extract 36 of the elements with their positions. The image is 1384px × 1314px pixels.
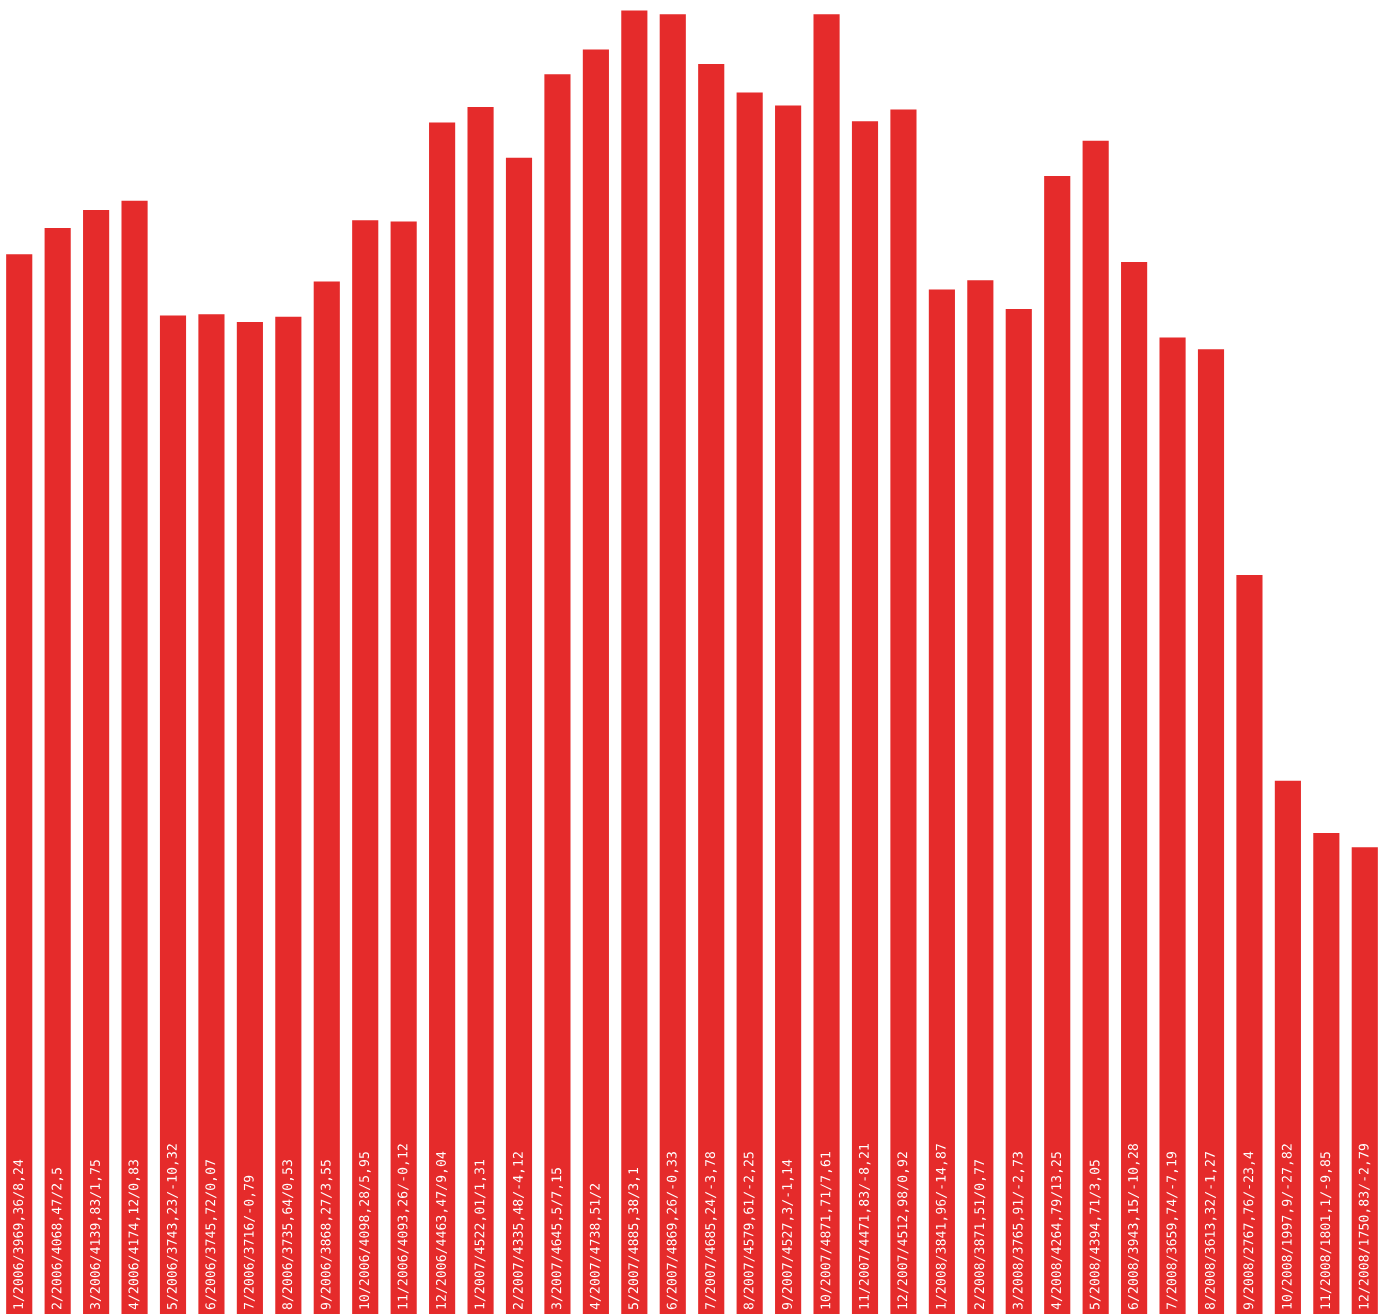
x-tick-label: 2/2006/4068,47/2,5 bbox=[51, 1168, 64, 1310]
x-tick-label: 6/2006/3745,72/0,07 bbox=[205, 1160, 217, 1310]
x-tick-label: 12/2007/4512,98/0,92 bbox=[897, 1152, 909, 1309]
x-tick-label: 10/2008/1997,9/-27,82 bbox=[1281, 1144, 1294, 1309]
x-tick-label: 5/2007/4885,38/3,1 bbox=[628, 1167, 640, 1310]
x-tick-label: 8/2006/3735,64/0,53 bbox=[282, 1160, 294, 1310]
x-tick-label: 6/2008/3943,15/-10,28 bbox=[1127, 1144, 1140, 1310]
x-tick-label: 5/2006/3743,23/-10,32 bbox=[166, 1144, 179, 1310]
x-tick-label: 10/2006/4098,28/5,95 bbox=[359, 1152, 371, 1309]
x-tick-label: 1/2007/4522,01/1,31 bbox=[474, 1159, 487, 1309]
x-tick-label: 8/2008/3613,32/-1,27 bbox=[1204, 1152, 1217, 1310]
x-tick-label: 1/2008/3841,96/-14,87 bbox=[935, 1144, 948, 1309]
x-tick-label: 8/2007/4579,61/-2,25 bbox=[743, 1152, 756, 1310]
x-tick-label: 7/2008/3659,74/-7,19 bbox=[1166, 1152, 1179, 1310]
x-tick-label: 11/2006/4093,26/-0,12 bbox=[397, 1144, 410, 1309]
x-tick-label: 4/2008/4264,79/13,25 bbox=[1051, 1152, 1063, 1310]
x-tick-label: 9/2006/3868,27/3,55 bbox=[320, 1160, 333, 1310]
x-tick-label: 3/2008/3765,91/-2,73 bbox=[1012, 1152, 1025, 1310]
x-tick-label: 11/2008/1801,1/-9,85 bbox=[1320, 1152, 1332, 1309]
x-tick-label: 4/2006/4174,12/0,83 bbox=[128, 1160, 141, 1310]
x-tick-label: 10/2007/4871,71/7,61 bbox=[820, 1152, 833, 1309]
x-tick-label: 5/2008/4394,71/3,05 bbox=[1089, 1160, 1102, 1310]
x-tick-label: 9/2007/4527,3/-1,14 bbox=[781, 1159, 794, 1310]
x-tick-label: 3/2007/4645,5/7,15 bbox=[551, 1168, 563, 1310]
x-tick-label: 1/2006/3969,36/8,24 bbox=[13, 1159, 25, 1309]
x-tick-label: 7/2007/4685,24/-3,78 bbox=[705, 1151, 717, 1310]
x-tick-label: 11/2007/4471,83/-8,21 bbox=[858, 1144, 871, 1309]
x-tick-label: 7/2006/3716/-0,79 bbox=[243, 1175, 256, 1310]
x-tick-label: 2/2007/4335,48/-4,12 bbox=[512, 1152, 525, 1310]
x-tick-label: 3/2006/4139,83/1,75 bbox=[89, 1160, 102, 1310]
x-tick-label: 4/2007/4738,51/2 bbox=[589, 1184, 602, 1310]
x-tick-label: 6/2007/4869,26/-0,33 bbox=[666, 1152, 679, 1310]
x-tick-label: 9/2008/2767,76/-23,4 bbox=[1243, 1151, 1255, 1310]
x-tick-label: 2/2008/3871,51/0,77 bbox=[974, 1160, 986, 1310]
x-tick-label: 12/2008/1750,83/-2,79 bbox=[1358, 1144, 1371, 1309]
x-tick-label: 12/2006/4463,47/9,04 bbox=[435, 1151, 448, 1309]
